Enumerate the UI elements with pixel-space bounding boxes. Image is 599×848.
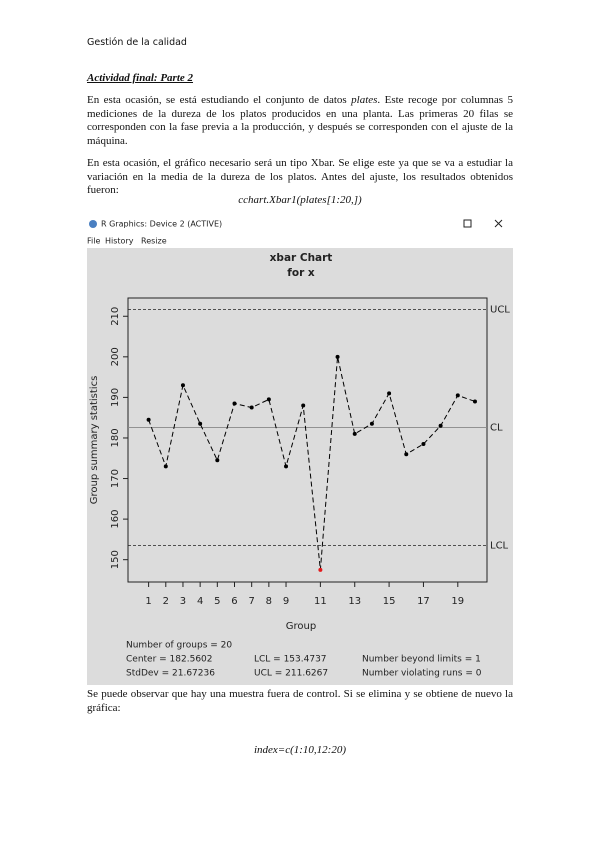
x-tick-label: 15 [383, 596, 396, 607]
data-point [146, 417, 151, 422]
data-point [284, 464, 289, 469]
data-point [421, 442, 426, 447]
y-axis-label: Group summary statistics [89, 376, 100, 505]
x-tick-label: 17 [417, 596, 430, 607]
close-button[interactable] [494, 219, 503, 228]
limit-label: CL [490, 423, 503, 434]
text: . Este recoge por columnas 5 mediciones … [87, 94, 513, 147]
code: index=c(1:10,12:20) [253, 744, 347, 756]
plot-background [87, 248, 513, 685]
data-point [249, 405, 254, 410]
data-point [198, 421, 203, 426]
limit-label: LCL [490, 541, 509, 552]
stat-text: Number of groups = 20 [126, 641, 232, 651]
x-tick-label: 6 [231, 596, 237, 607]
stat-text: Center = 182.5602 [126, 655, 213, 665]
y-tick-label: 200 [110, 347, 121, 366]
plot-frame [127, 297, 488, 583]
paragraph: Se puede observar que hay una muestra fu… [87, 688, 513, 714]
data-point [232, 401, 237, 406]
stat-text: StdDev = 21.67236 [126, 669, 215, 679]
window-icon [89, 220, 97, 228]
data-point [301, 403, 306, 408]
x-tick-label: 3 [180, 596, 186, 607]
x-tick-label: 13 [348, 596, 361, 607]
x-tick-label: 8 [266, 596, 272, 607]
y-tick-label: 190 [110, 388, 121, 407]
data-point [472, 399, 477, 404]
x-axis-label: Group [286, 621, 316, 632]
paragraph: En esta ocasión, se está estudiando el c… [87, 94, 513, 148]
data-point [215, 458, 220, 463]
x-tick-label: 19 [451, 596, 464, 607]
limit-label: UCL [490, 305, 510, 316]
data-point [180, 383, 185, 388]
data-point [163, 464, 168, 469]
x-tick-label: 5 [214, 596, 220, 607]
maximize-button[interactable] [463, 219, 472, 228]
menu-item[interactable]: History [105, 237, 134, 246]
x-tick-label: 4 [197, 596, 203, 607]
paragraph: En esta ocasión, el gráfico necesario se… [87, 157, 513, 198]
header-title: Gestión de la calidad [87, 37, 187, 48]
x-tick-label: 11 [314, 596, 327, 607]
menu-item[interactable]: File [87, 237, 100, 246]
y-tick-label: 160 [110, 510, 121, 529]
data-point [352, 431, 357, 436]
window-title: R Graphics: Device 2 (ACTIVE) [101, 220, 222, 229]
data-line [148, 356, 476, 570]
stat-text: Number violating runs = 0 [362, 669, 482, 679]
y-tick-label: 170 [110, 469, 121, 488]
data-point [335, 354, 340, 359]
data-point [369, 421, 374, 426]
chart-subtitle: for x [287, 267, 315, 279]
x-tick-label: 7 [248, 596, 254, 607]
x-tick-label: 9 [283, 596, 289, 607]
text: En esta ocasión, se está estudiando el c… [87, 94, 352, 106]
data-point [438, 423, 443, 428]
data-point [404, 452, 409, 457]
y-tick-label: 210 [110, 307, 121, 326]
data-point [455, 393, 460, 398]
chart: R Graphics: Device 2 (ACTIVE) File Histo… [87, 215, 513, 685]
data-point [318, 567, 323, 572]
window-bar [87, 215, 513, 248]
stat-text: UCL = 211.6267 [254, 669, 328, 679]
heading: Actividad final: Parte 2 [87, 72, 194, 84]
data-point [266, 397, 271, 402]
x-tick-label: 1 [145, 596, 151, 607]
text: En esta ocasión, el gráfico necesario se… [87, 157, 513, 196]
stat-text: LCL = 153.4737 [254, 655, 327, 665]
menu-item[interactable]: Resize [141, 237, 167, 246]
stat-text: Number beyond limits = 1 [362, 655, 481, 665]
text: plates [351, 94, 378, 106]
code: cchart.Xbar1(plates[1:20,]) [238, 194, 362, 206]
y-tick-label: 150 [110, 550, 121, 569]
x-tick-label: 2 [163, 596, 169, 607]
data-point [387, 391, 392, 396]
y-tick-label: 180 [110, 428, 121, 447]
chart-title: xbar Chart [270, 252, 333, 264]
